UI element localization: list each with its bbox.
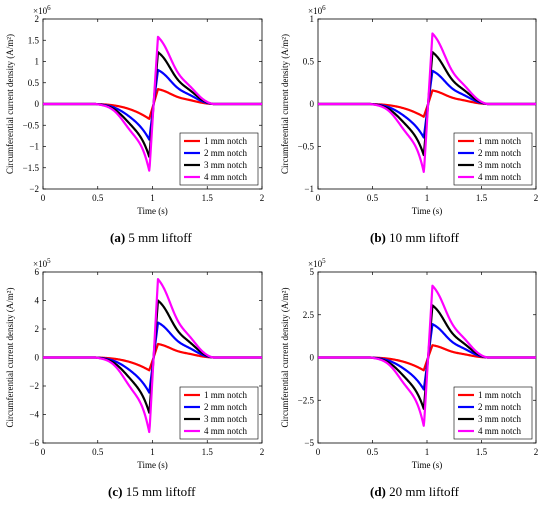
x-axis-label: Time (s) [137,206,167,216]
legend-label: 1 mm notch [478,136,521,146]
legend-label: 1 mm notch [204,136,247,146]
y-tick-label: −4 [29,410,39,420]
y-tick-label: 2 [35,324,40,334]
chart-panel: 0 0.5 1 1.5 2 −5 −2.5 0 2.5 5×105 Time (s) Circumfe… [280,257,538,470]
x-axis-label: Time (s) [412,206,442,216]
y-tick-label: 1.5 [28,35,40,45]
y-tick-label: −2 [29,381,39,391]
x-tick-label: 0 [316,193,321,203]
y-exponent-label: ×105 [308,257,326,269]
y-exponent-power: 5 [47,257,51,265]
legend: 1 mm notch 2 mm notch 3 mm notch 4 mm notch [179,386,259,440]
legend-label: 1 mm notch [478,390,521,400]
y-tick-label: −5 [304,438,314,448]
y-tick-label: −1 [29,142,39,152]
legend-label: 4 mm notch [478,426,521,436]
legend: 1 mm notch 2 mm notch 3 mm notch 4 mm notch [453,386,533,440]
y-tick-label: 6 [35,267,40,277]
x-tick-label: 1.5 [202,447,214,457]
y-exponent-power: 6 [322,4,326,12]
x-tick-label: 2 [260,193,265,203]
caption-b: (b) 10 mm liftoff [370,230,459,245]
x-tick-label: 0.5 [367,193,379,203]
y-tick-label: 0 [310,353,315,363]
x-tick-label: 0.5 [92,193,104,203]
legend-label: 4 mm notch [204,172,247,182]
x-tick-label: 0 [316,447,321,457]
y-tick-label: 2.5 [303,310,315,320]
y-tick-label: −0.5 [298,142,315,152]
legend-label: 2 mm notch [478,402,521,412]
y-axis-label: Circumferential current density (A/m²) [5,288,15,428]
x-tick-label: 1 [150,193,155,203]
caption-a: (a) 5 mm liftoff [110,230,192,245]
y-tick-label: −2.5 [298,395,315,405]
x-tick-label: 0.5 [367,447,379,457]
caption-d: (d) 20 mm liftoff [370,484,459,499]
x-tick-label: 2 [534,193,539,203]
legend-label: 3 mm notch [478,414,521,424]
series-line [317,32,537,173]
legend-label: 4 mm notch [478,172,521,182]
y-tick-label: 5 [310,267,315,277]
y-tick-label: 0 [35,353,40,363]
y-axis-label: Circumferential current density (A/m²) [280,288,290,428]
x-tick-label: 1.5 [202,193,214,203]
y-tick-label: −1 [304,184,314,194]
y-tick-label: 0.5 [303,57,315,67]
y-tick-label: 0 [35,99,40,109]
x-tick-label: 0 [41,447,46,457]
y-tick-label: −0.5 [23,120,40,130]
x-axis-label: Time (s) [412,460,442,470]
y-tick-label: 4 [35,296,40,306]
y-tick-label: −6 [29,438,39,448]
x-tick-label: 1 [425,447,430,457]
legend-label: 2 mm notch [204,402,247,412]
x-tick-label: 2 [534,447,539,457]
y-axis-label: Circumferential current density (A/m²) [5,34,15,174]
chart-panel: 0 0.5 1 1.5 2 −6 −4 −2 0 2 4 6×105 Time (s) Circumfer… [5,257,264,470]
y-exponent-power: 5 [322,257,326,265]
legend: 1 mm notch 2 mm notch 3 mm notch 4 mm notch [179,132,259,186]
series-line [42,278,263,434]
legend: 1 mm notch 2 mm notch 3 mm notch 4 mm notch [453,132,533,186]
y-exponent-power: 6 [47,4,51,12]
y-tick-label: 2 [35,14,40,24]
legend-label: 4 mm notch [204,426,247,436]
x-tick-label: 2 [260,447,265,457]
caption-c: (c) 15 mm liftoff [108,484,196,499]
x-tick-label: 1.5 [476,193,488,203]
y-tick-label: 1 [310,14,315,24]
y-tick-label: −1.5 [23,163,40,173]
y-exponent-label: ×105 [33,257,51,269]
legend-label: 3 mm notch [478,160,521,170]
legend-label: 3 mm notch [204,414,247,424]
x-tick-label: 0 [41,193,46,203]
y-exponent-label: ×106 [33,4,51,16]
legend-label: 2 mm notch [478,148,521,158]
y-tick-label: 0.5 [28,78,40,88]
y-exponent-label: ×106 [308,4,326,16]
y-tick-label: 0 [310,99,315,109]
legend-label: 3 mm notch [204,160,247,170]
legend-label: 2 mm notch [204,148,247,158]
x-axis-label: Time (s) [137,460,167,470]
x-tick-label: 0.5 [92,447,104,457]
legend-label: 1 mm notch [204,390,247,400]
y-tick-label: 1 [35,57,40,67]
y-tick-label: −2 [29,184,39,194]
y-axis-label: Circumferential current density (A/m²) [280,34,290,174]
series-line [317,284,537,427]
series-line [42,35,263,172]
x-tick-label: 1 [425,193,430,203]
x-tick-label: 1 [150,447,155,457]
x-tick-label: 1.5 [476,447,488,457]
